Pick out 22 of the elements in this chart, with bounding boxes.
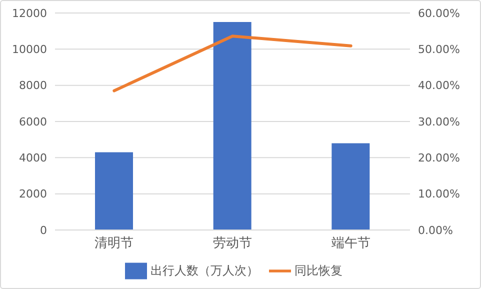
y-tick-label: 0 xyxy=(40,224,47,237)
x-tick-label: 清明节 xyxy=(94,236,134,252)
y2-tick-label: 30.00% xyxy=(418,115,460,128)
y-tick-label: 4000 xyxy=(19,152,47,165)
y-tick-label: 6000 xyxy=(19,115,47,128)
y-tick-label: 10000 xyxy=(12,43,47,56)
x-tick-label: 端午节 xyxy=(331,236,370,252)
y2-tick-label: 60.00% xyxy=(418,6,460,20)
y-tick-label: 2000 xyxy=(19,188,47,201)
y2-tick-label: 50.00% xyxy=(418,43,460,56)
y2-tick-label: 20.00% xyxy=(418,152,460,165)
x-tick-label: 劳动节 xyxy=(213,236,252,252)
legend-label: 同比恢复 xyxy=(294,263,342,278)
bar xyxy=(95,152,133,230)
y-tick-label: 8000 xyxy=(19,79,47,92)
y2-tick-label: 0.00% xyxy=(418,224,453,237)
y2-tick-label: 40.00% xyxy=(418,79,460,92)
bar xyxy=(213,22,252,230)
y2-tick-label: 10.00% xyxy=(418,188,460,201)
bar xyxy=(332,143,370,230)
legend-label: 出行人数（万人次） xyxy=(150,263,258,278)
y-tick-label: 12000 xyxy=(12,6,47,20)
